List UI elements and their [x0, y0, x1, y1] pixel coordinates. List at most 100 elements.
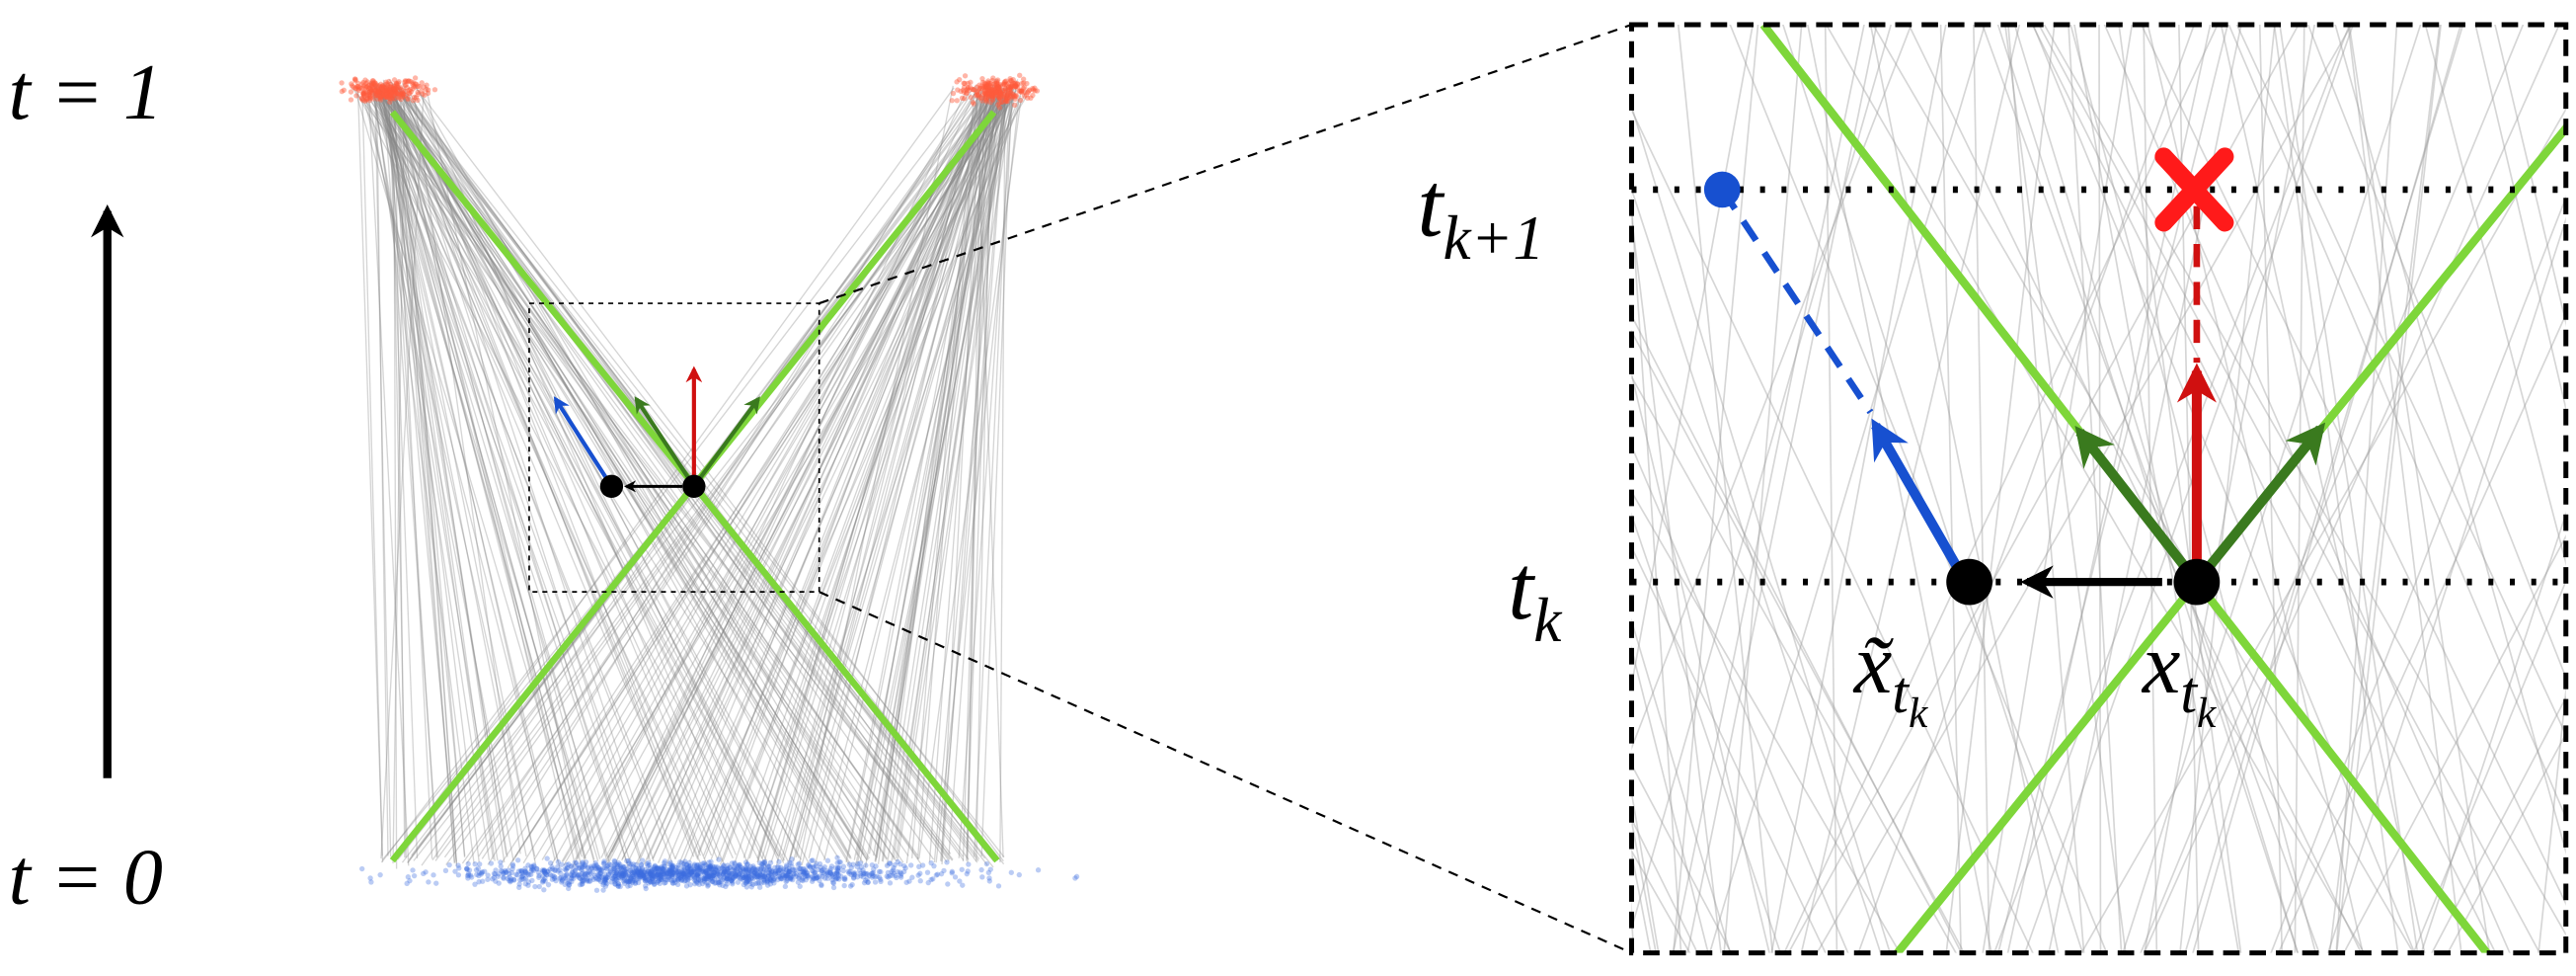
source-sample: [576, 864, 582, 871]
source-sample: [848, 871, 854, 878]
source-sample: [509, 861, 515, 867]
top-label: t = 1: [9, 49, 163, 136]
source-sample: [797, 869, 803, 875]
source-sample: [611, 873, 617, 880]
target-sample: [1002, 86, 1009, 92]
source-sample: [723, 868, 729, 874]
target-sample: [981, 90, 988, 96]
source-sample: [480, 878, 486, 884]
source-sample: [768, 869, 774, 875]
target-sample: [370, 80, 377, 86]
source-sample: [509, 865, 515, 872]
target-sample: [386, 90, 393, 96]
source-sample: [707, 873, 713, 879]
trajectory: [761, 95, 990, 859]
source-sample: [584, 875, 590, 882]
source-sample: [774, 864, 781, 870]
target-sample: [1001, 81, 1007, 87]
source-sample: [860, 874, 866, 880]
target-sample: [388, 84, 394, 91]
target-sample: [971, 87, 976, 93]
target-sample: [1002, 89, 1009, 95]
source-sample: [594, 871, 600, 878]
source-sample: [668, 862, 674, 868]
trajectory: [393, 96, 433, 859]
source-sample: [545, 881, 552, 888]
source-sample: [611, 863, 617, 869]
source-sample: [549, 876, 556, 882]
source-sample: [607, 866, 613, 872]
source-sample: [746, 874, 752, 880]
target-sample: [431, 87, 438, 93]
source-sample: [697, 861, 703, 868]
source-sample: [846, 861, 852, 867]
source-sample: [864, 871, 871, 877]
source-sample: [746, 869, 752, 876]
source-sample: [620, 878, 627, 884]
source-sample: [649, 875, 655, 882]
target-sample: [391, 87, 397, 94]
source-sample: [840, 867, 846, 874]
source-sample: [745, 872, 751, 878]
source-sample: [658, 869, 664, 875]
source-sample: [617, 875, 623, 881]
source-sample: [740, 871, 745, 878]
trajectory: [1677, 25, 1774, 953]
target-sample: [364, 96, 370, 102]
source-sample: [496, 871, 502, 877]
source-sample: [753, 870, 759, 877]
source-sample: [834, 874, 840, 881]
trajectory: [388, 78, 986, 859]
source-sample: [585, 869, 590, 875]
source-sample: [571, 872, 577, 879]
point: [682, 474, 706, 499]
source-sample: [572, 867, 579, 873]
source-sample: [633, 861, 639, 868]
source-sample: [796, 860, 803, 866]
source-sample: [713, 865, 719, 872]
source-sample: [522, 881, 529, 887]
trajectory: [1631, 210, 1722, 953]
trajectory: [1631, 849, 1691, 953]
source-sample: [684, 865, 690, 871]
target-sample: [379, 84, 385, 90]
trajectory: [748, 84, 994, 859]
source-sample: [611, 878, 618, 884]
trajectory: [356, 91, 384, 862]
source-sample: [791, 871, 797, 878]
target-sample: [399, 91, 405, 97]
source-sample: [866, 872, 873, 878]
source-sample: [874, 873, 880, 879]
source-sample: [686, 859, 692, 865]
source-sample: [761, 867, 768, 873]
source-sample: [892, 861, 898, 868]
source-sample: [650, 869, 656, 875]
trajectory: [514, 95, 999, 857]
source-sample: [542, 878, 548, 884]
source-sample: [737, 874, 742, 881]
source-sample: [797, 883, 803, 889]
source-sample: [564, 861, 570, 868]
target-sample: [1004, 94, 1011, 101]
source-sample: [660, 865, 665, 872]
source-sample: [783, 873, 790, 879]
trajectory: [385, 87, 970, 860]
source-sample: [629, 874, 635, 880]
trajectory: [716, 90, 1023, 861]
label-base: t: [1418, 155, 1445, 257]
target-sample: [397, 91, 404, 97]
target-sample: [1026, 87, 1033, 93]
source-sample: [767, 866, 773, 872]
source-sample: [835, 872, 841, 878]
point: [599, 474, 624, 499]
target-sample: [393, 88, 399, 95]
source-sample: [966, 861, 972, 867]
source-sample: [820, 869, 825, 876]
target-sample: [361, 89, 367, 96]
source-sample: [616, 866, 622, 872]
samples: [339, 72, 1080, 893]
target-sample: [391, 92, 398, 98]
source-sample: [744, 861, 750, 867]
target-sample: [1005, 90, 1012, 96]
trajectory: [383, 99, 495, 859]
